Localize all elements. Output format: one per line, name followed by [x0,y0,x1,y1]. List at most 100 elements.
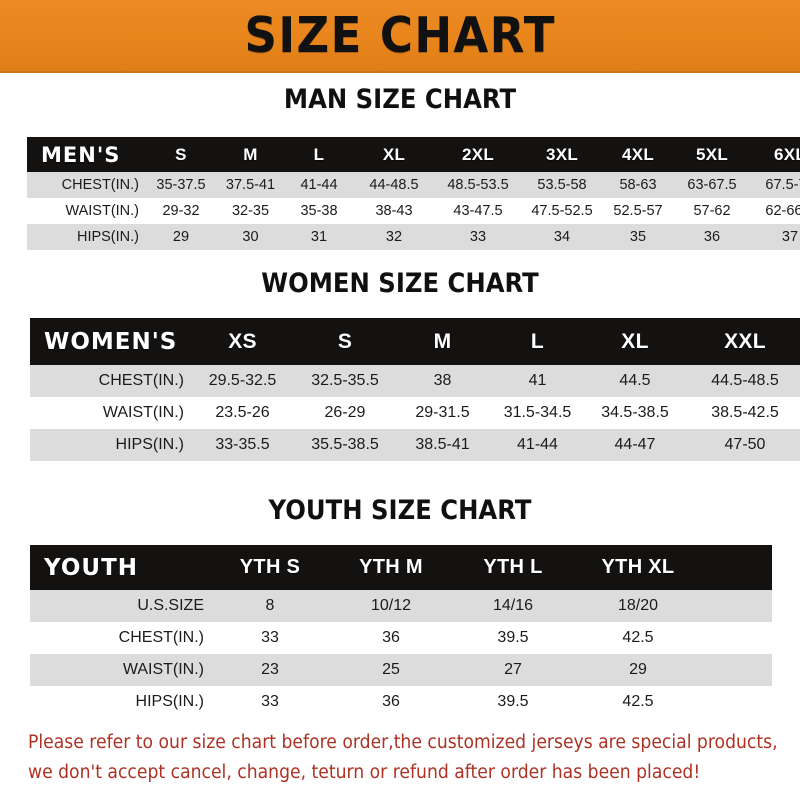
youth-cell-spacer [702,622,772,654]
page-banner: SIZE CHART [0,0,800,73]
men-table-header-row: MEN'S S M L XL 2XL 3XL 4XL 5XL 6XL [27,137,800,172]
men-cell: 37 [781,229,799,245]
women-size-table: WOMEN'S XS S M L XL XXL CHEST(IN.) 29.5-… [30,318,800,461]
youth-row-label: HIPS(IN.) [135,693,204,710]
men-cell: 41-44 [300,177,338,193]
men-cell: 53.5-58 [537,177,587,193]
table-row: HIPS(IN.) 33 36 39.5 42.5 [30,686,772,718]
men-col-header: 5XL [695,144,729,164]
women-corner-label: WOMEN'S [44,328,178,355]
men-cell: 35 [629,229,647,245]
men-col-header: M [243,144,258,164]
table-row: CHEST(IN.) 33 36 39.5 42.5 [30,622,772,654]
women-col-header: XXL [724,329,766,353]
youth-cell-spacer [702,654,772,686]
men-cell: 57-62 [693,203,731,219]
youth-cell: 18/20 [617,597,659,614]
women-cell: 31.5-34.5 [503,404,572,421]
youth-cell: 36 [382,629,400,646]
youth-cell: 10/12 [370,597,412,614]
women-cell: 33-35.5 [215,436,270,453]
women-row-label: HIPS(IN.) [115,436,184,453]
women-cell: 41 [528,372,547,389]
youth-size-table: YOUTH YTH S YTH M YTH L YTH XL U.S.SIZE … [30,545,772,718]
youth-table-header-row: YOUTH YTH S YTH M YTH L YTH XL [30,545,772,590]
women-cell: 35.5-38.5 [311,436,379,453]
men-cell: 33 [469,229,487,245]
men-cell: 31 [310,229,328,245]
men-row-label: HIPS(IN.) [76,229,139,245]
women-cell: 41-44 [517,436,558,453]
men-cell: 48.5-53.5 [447,177,509,193]
men-cell: 30 [242,229,259,245]
men-col-header: 6XL [773,144,800,164]
table-row: CHEST(IN.) 35-37.5 37.5-41 41-44 44-48.5… [27,172,800,198]
men-col-header: 4XL [621,144,655,164]
men-cell: 47.5-52.5 [531,203,593,219]
youth-cell: 33 [261,629,279,646]
youth-col-header: YTH S [239,556,301,578]
youth-section-title: YOUTH SIZE CHART [268,495,532,526]
youth-row-label: WAIST(IN.) [122,661,204,678]
women-col-header: XL [621,329,649,353]
women-col-header: S [337,329,353,353]
women-cell: 23.5-26 [215,404,270,421]
youth-cell: 33 [261,693,279,710]
women-cell: 44.5 [619,372,651,389]
men-cell: 29-32 [162,203,200,219]
table-row: WAIST(IN.) 23 25 27 29 [30,654,772,686]
women-col-header: L [530,329,545,353]
men-cell: 44-48.5 [369,177,419,193]
youth-cell: 8 [265,597,275,614]
youth-cell: 25 [382,661,400,678]
youth-cell: 29 [629,661,647,678]
youth-cell: 27 [504,661,522,678]
women-cell: 38 [433,372,452,389]
women-cell: 44-47 [614,436,656,453]
men-cell: 35-37.5 [156,177,206,193]
men-cell: 29 [172,229,190,245]
men-cell: 36 [703,229,721,245]
youth-cell: 42.5 [622,629,654,646]
youth-row-label: CHEST(IN.) [118,629,204,646]
youth-col-header: YTH L [483,556,543,578]
page-title: SIZE CHART [244,7,556,64]
table-row: WAIST(IN.) 23.5-26 26-29 29-31.5 31.5-34… [30,397,800,429]
youth-cell: 42.5 [622,693,654,710]
men-col-header: 2XL [461,144,495,164]
men-cell: 37.5-41 [225,177,276,193]
women-cell: 29-31.5 [415,404,470,421]
men-size-table: MEN'S S M L XL 2XL 3XL 4XL 5XL 6XL CHEST… [27,137,800,250]
youth-cell: 23 [261,661,279,678]
men-cell: 67.5-72 [765,177,800,193]
youth-cell-spacer [702,686,772,718]
women-col-header: XS [228,329,257,353]
men-cell: 38-43 [375,203,413,219]
table-row: CHEST(IN.) 29.5-32.5 32.5-35.5 38 41 44.… [30,365,800,397]
youth-cell: 39.5 [497,693,529,710]
men-cell: 63-67.5 [687,177,737,193]
table-row: HIPS(IN.) 33-35.5 35.5-38.5 38.5-41 41-4… [30,429,800,461]
table-row: HIPS(IN.) 29 30 31 32 33 34 35 36 37 [27,224,800,250]
men-cell: 58-63 [619,177,657,193]
footer-disclaimer: Please refer to our size chart before or… [28,728,778,788]
men-col-header: XL [382,144,406,164]
women-col-header: M [433,329,452,353]
footer-line-2: we don't accept cancel, change, teturn o… [28,762,701,783]
women-section-title: WOMEN SIZE CHART [261,268,539,299]
men-col-header: L [313,144,325,164]
youth-cell: 39.5 [497,629,529,646]
table-row: WAIST(IN.) 29-32 32-35 35-38 38-43 43-47… [27,198,800,224]
youth-col-header-spacer [702,545,772,590]
women-table-header-row: WOMEN'S XS S M L XL XXL [30,318,800,365]
men-cell: 34 [553,229,571,245]
women-cell: 34.5-38.5 [601,404,669,421]
men-cell: 32 [385,229,403,245]
men-cell: 35-38 [300,203,338,219]
women-row-label: CHEST(IN.) [98,372,184,389]
youth-col-header: YTH M [359,556,423,578]
women-cell: 26-29 [324,404,366,421]
man-section-title: MAN SIZE CHART [283,84,517,115]
youth-cell: 14/16 [492,597,534,614]
